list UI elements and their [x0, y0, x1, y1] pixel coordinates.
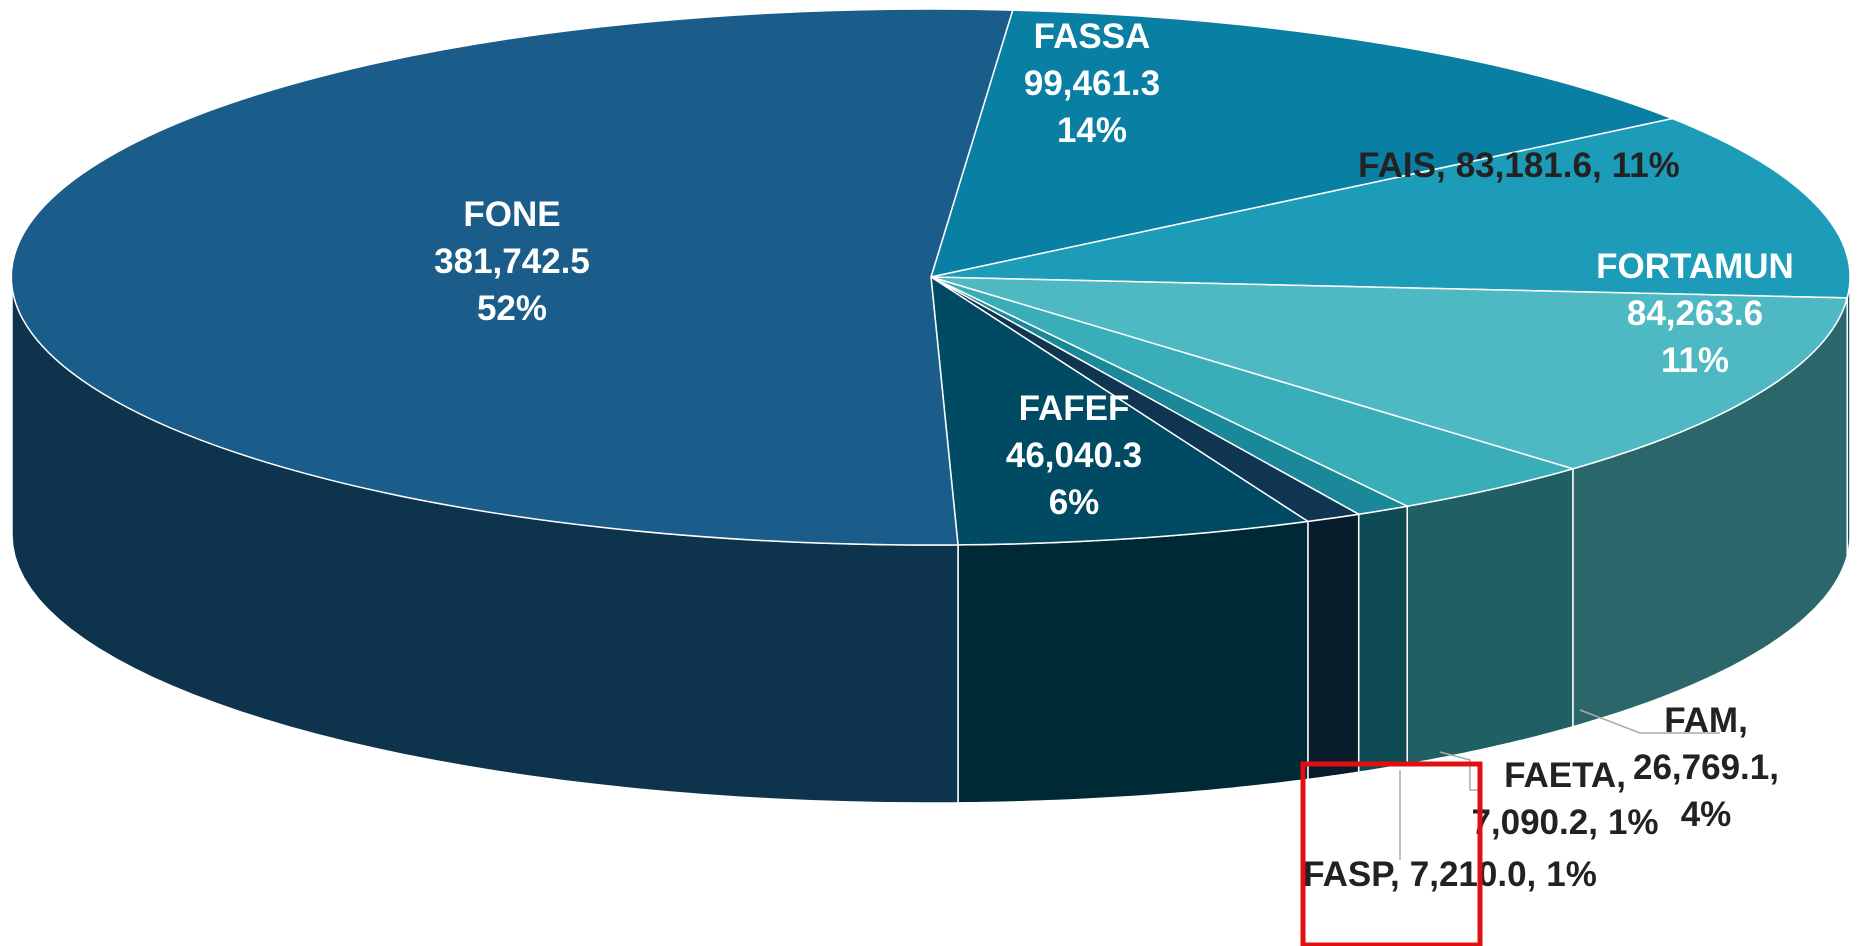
label-percent: 14%	[1057, 111, 1127, 150]
slice-side	[1357, 505, 1408, 774]
label-percent: 52%	[477, 289, 547, 328]
slice-side	[1307, 513, 1360, 781]
label-separator: ,	[1436, 146, 1446, 185]
label-percent: 11%	[1612, 146, 1680, 185]
label-value: 7,090.2	[1471, 803, 1588, 842]
slice	[930, 275, 1311, 546]
data-label: FONE 381,742.5 52%	[434, 195, 590, 328]
leader-line	[1579, 709, 1720, 734]
data-label: FORTAMUN 84,263.6 11%	[1596, 247, 1794, 380]
label-name: FAIS	[1358, 146, 1436, 185]
label-separator: ,	[1527, 855, 1537, 894]
label-value: 84,263.6	[1627, 294, 1763, 333]
label-value: 26,769.1	[1633, 748, 1769, 787]
label-name: FASSA	[1034, 17, 1151, 56]
label-separator: ,	[1769, 748, 1779, 787]
leader-lines	[1399, 709, 1720, 860]
slice-side	[1406, 467, 1574, 766]
data-labels: FASSA 99,461.3 14%FAIS, 83,181.6, 11%FORTAMU…	[434, 17, 1794, 894]
label-separator: ,	[1592, 146, 1602, 185]
label-value: 99,461.3	[1024, 64, 1160, 103]
label-name: FORTAMUN	[1596, 247, 1794, 286]
label-percent: 11%	[1661, 341, 1729, 380]
label-value: 381,742.5	[434, 242, 590, 281]
data-label: FASSA 99,461.3 14%	[1024, 17, 1160, 150]
label-name: FASP	[1303, 855, 1394, 894]
data-label: FAFEF 46,040.3 6%	[1006, 389, 1142, 522]
label-percent: 1%	[1546, 855, 1597, 894]
label-value: 83,181.6	[1456, 146, 1592, 185]
slice-side	[957, 520, 1309, 804]
label-value: 46,040.3	[1006, 436, 1142, 475]
label-separator: ,	[1390, 855, 1400, 894]
slice	[930, 117, 1851, 299]
slice	[929, 9, 1675, 278]
label-percent: 1%	[1608, 803, 1659, 842]
label-name: FAFEF	[1019, 389, 1130, 428]
pie-tops	[10, 8, 1851, 546]
label-percent: 4%	[1681, 795, 1732, 834]
slice	[930, 276, 1576, 507]
slice	[930, 276, 1849, 470]
label-name: FONE	[463, 195, 560, 234]
leader-line	[1439, 751, 1480, 791]
data-label: FAETA, 7,090.2, 1%	[1471, 756, 1658, 842]
data-label: FASP, 7,210.0, 1%	[1303, 855, 1597, 894]
label-separator: ,	[1588, 803, 1598, 842]
label-percent: 6%	[1049, 483, 1100, 522]
label-name: FAM	[1664, 701, 1738, 740]
data-label: FAM, 26,769.1, 4%	[1633, 701, 1779, 834]
data-label: FAIS, 83,181.6, 11%	[1358, 146, 1680, 185]
label-separator: ,	[1738, 701, 1748, 740]
slice	[10, 8, 1014, 546]
label-name: FAETA	[1504, 756, 1616, 795]
label-value: 7,210.0	[1410, 855, 1527, 894]
label-separator: ,	[1616, 756, 1626, 795]
pie-sides	[11, 276, 1851, 804]
highlight-box	[1300, 761, 1483, 946]
